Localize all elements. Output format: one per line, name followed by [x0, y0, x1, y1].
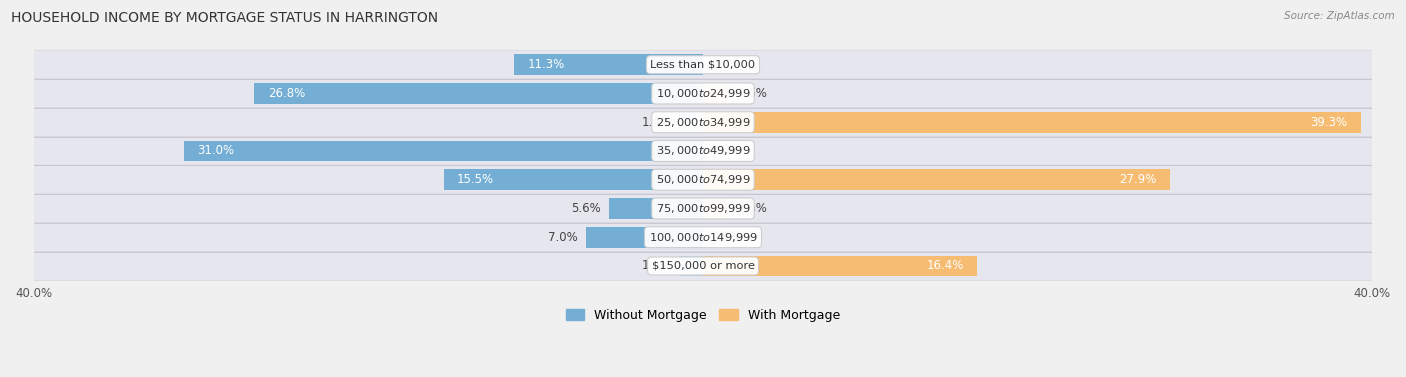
FancyBboxPatch shape	[32, 222, 1374, 252]
FancyBboxPatch shape	[32, 50, 1374, 80]
FancyBboxPatch shape	[32, 79, 1374, 108]
Text: 7.0%: 7.0%	[548, 231, 578, 244]
Text: 5.6%: 5.6%	[571, 202, 600, 215]
Bar	[703, 256, 977, 276]
Text: $10,000 to $24,999: $10,000 to $24,999	[655, 87, 751, 100]
Text: 31.0%: 31.0%	[198, 144, 235, 158]
Text: 0.0%: 0.0%	[711, 231, 741, 244]
Bar	[184, 141, 703, 161]
Text: 11.3%: 11.3%	[527, 58, 565, 71]
Text: HOUSEHOLD INCOME BY MORTGAGE STATUS IN HARRINGTON: HOUSEHOLD INCOME BY MORTGAGE STATUS IN H…	[11, 11, 439, 25]
Text: 16.4%: 16.4%	[927, 259, 965, 273]
Text: 0.0%: 0.0%	[711, 144, 741, 158]
Bar	[609, 198, 703, 219]
Text: 0.0%: 0.0%	[711, 58, 741, 71]
Text: 1.4%: 1.4%	[641, 259, 671, 273]
Text: 1.4%: 1.4%	[641, 116, 671, 129]
Text: $50,000 to $74,999: $50,000 to $74,999	[655, 173, 751, 186]
Text: 27.9%: 27.9%	[1119, 173, 1157, 186]
Bar	[703, 112, 1361, 133]
Text: Less than $10,000: Less than $10,000	[651, 60, 755, 70]
Bar	[679, 112, 703, 133]
FancyBboxPatch shape	[32, 251, 1374, 280]
Text: Source: ZipAtlas.com: Source: ZipAtlas.com	[1284, 11, 1395, 21]
Bar	[443, 169, 703, 190]
FancyBboxPatch shape	[32, 136, 1374, 166]
Text: $100,000 to $149,999: $100,000 to $149,999	[648, 231, 758, 244]
Text: 39.3%: 39.3%	[1310, 116, 1347, 129]
Text: $25,000 to $34,999: $25,000 to $34,999	[655, 116, 751, 129]
Legend: Without Mortgage, With Mortgage: Without Mortgage, With Mortgage	[561, 304, 845, 327]
Bar	[513, 54, 703, 75]
Bar	[703, 198, 730, 219]
Text: 1.6%: 1.6%	[738, 202, 768, 215]
Text: $35,000 to $49,999: $35,000 to $49,999	[655, 144, 751, 158]
Bar	[679, 256, 703, 276]
Text: 15.5%: 15.5%	[457, 173, 494, 186]
Bar	[703, 169, 1170, 190]
FancyBboxPatch shape	[32, 194, 1374, 223]
Bar	[254, 83, 703, 104]
Text: $75,000 to $99,999: $75,000 to $99,999	[655, 202, 751, 215]
Text: 1.6%: 1.6%	[738, 87, 768, 100]
Text: 26.8%: 26.8%	[269, 87, 305, 100]
FancyBboxPatch shape	[32, 107, 1374, 137]
Bar	[586, 227, 703, 248]
FancyBboxPatch shape	[32, 165, 1374, 195]
Text: $150,000 or more: $150,000 or more	[651, 261, 755, 271]
Bar	[703, 83, 730, 104]
